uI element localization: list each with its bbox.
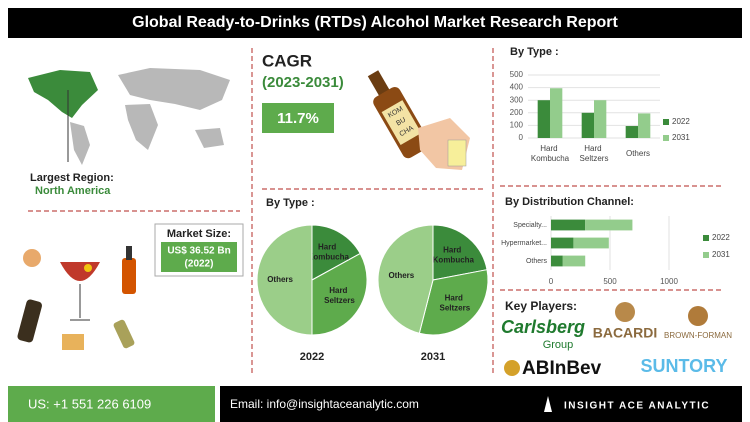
slice-label: Others — [267, 275, 293, 284]
logo-emblem — [688, 306, 708, 326]
footer-bar — [220, 386, 742, 422]
y-tick-label: 200 — [510, 108, 524, 117]
player-logo: ABInBev — [522, 358, 602, 379]
x-tick-label: 0 — [549, 277, 554, 286]
pie-slice — [256, 224, 313, 336]
y-tick-label: 0 — [519, 133, 524, 142]
key-players-label: Key Players: — [505, 299, 577, 313]
cagr-value: 11.7% — [277, 110, 319, 127]
player-logo: Group — [543, 339, 574, 351]
bar — [625, 126, 638, 138]
x-tick-label: Hard Seltzers — [580, 144, 609, 163]
pie-slice — [311, 252, 368, 336]
brand-icon — [544, 396, 552, 412]
brand: INSIGHT ACE ANALYTIC — [564, 401, 710, 412]
pie-title: 2031 — [421, 351, 445, 363]
section-title: By Type : — [266, 197, 315, 209]
market-value: US$ 36.52 Bn — [167, 246, 230, 257]
market-label: Market Size: — [167, 228, 231, 240]
phone-box — [8, 386, 215, 422]
pie-slice — [377, 224, 434, 334]
page-title: Global Ready-to-Drinks (RTDs) Alcohol Ma… — [132, 14, 618, 31]
logo-emblem — [615, 302, 635, 322]
bar — [537, 100, 550, 138]
player-logo: Carlsberg — [501, 317, 585, 337]
bottle-illustration: KOM BU CHA — [367, 70, 470, 170]
legend-label: 2022 — [712, 233, 730, 242]
slice-label: Hard Seltzers — [324, 286, 355, 305]
bar — [573, 237, 609, 249]
logo-emblem — [504, 360, 520, 376]
pie-title: 2022 — [300, 351, 324, 363]
chart-title: By Type : — [510, 46, 559, 58]
world-map — [28, 68, 230, 165]
bar — [581, 112, 594, 138]
cagr-box — [262, 103, 334, 133]
x-tick-label: 500 — [603, 277, 617, 286]
cagr-label: CAGR — [262, 51, 312, 70]
pie-slice — [432, 224, 488, 281]
legend-swatch — [703, 235, 709, 241]
region-label: Largest Region: — [30, 172, 114, 184]
legend-swatch — [663, 135, 669, 141]
phone: US: +1 551 226 6109 — [28, 396, 151, 411]
drinks-illustration — [17, 246, 136, 350]
bar — [594, 100, 607, 138]
pie-slice — [311, 224, 361, 281]
y-tick-label: 400 — [510, 83, 524, 92]
slice-label: Hard Seltzers — [439, 293, 470, 312]
legend-swatch — [703, 252, 709, 258]
bar — [551, 255, 563, 267]
legend-label: 2031 — [712, 250, 730, 259]
player-logo: BACARDI — [593, 325, 658, 341]
legend-label: 2031 — [672, 133, 690, 142]
bar — [550, 88, 563, 138]
y-tick-label: Hypermarket... — [501, 240, 547, 247]
slice-label: Hard Kombucha — [308, 243, 350, 262]
region-value: North America — [35, 185, 111, 197]
cagr-period: (2023-2031) — [262, 74, 344, 91]
bar — [551, 219, 586, 231]
title-bar — [8, 8, 742, 38]
player-logo: SUNTORY — [640, 356, 727, 376]
bottle-text: BU — [395, 117, 407, 128]
chart-title: By Distribution Channel: — [505, 196, 634, 208]
y-tick-label: 300 — [510, 95, 524, 104]
x-tick-label: Hard Kombucha — [531, 144, 570, 163]
bar — [551, 237, 574, 249]
x-tick-label: 1000 — [660, 277, 678, 286]
slice-label: Hard Kombucha — [433, 246, 475, 265]
legend-swatch — [663, 119, 669, 125]
y-tick-label: Others — [526, 258, 548, 265]
x-tick-label: Others — [626, 149, 650, 158]
bar — [562, 255, 586, 267]
market-value-box — [161, 242, 237, 272]
legend-label: 2022 — [672, 117, 690, 126]
y-tick-label: 500 — [510, 70, 524, 79]
email: Email: info@insightaceanalytic.com — [230, 397, 419, 411]
player-logo: BROWN-FORMAN — [664, 331, 732, 340]
market-year: (2022) — [185, 259, 214, 270]
bar — [638, 113, 651, 138]
bar — [585, 219, 633, 231]
y-tick-label: 100 — [510, 121, 524, 130]
slice-label: Others — [388, 271, 414, 280]
pie-slice — [418, 269, 489, 336]
y-tick-label: Specialty... — [513, 222, 547, 229]
